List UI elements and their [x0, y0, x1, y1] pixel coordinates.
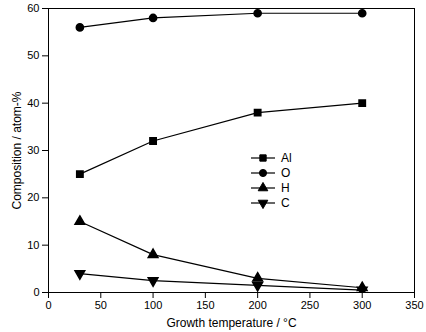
html-text:H: H	[281, 180, 290, 195]
svg-text:300: 300	[353, 299, 371, 311]
svg-text:Composition / atom-%: Composition / atom-%	[10, 91, 24, 209]
html-text:Al: Al	[281, 150, 292, 165]
svg-text:30: 30	[27, 144, 39, 156]
svg-text:40: 40	[27, 97, 39, 109]
svg-text:50: 50	[27, 49, 39, 61]
svg-text:60: 60	[27, 2, 39, 14]
svg-text:250: 250	[301, 299, 319, 311]
svg-text:10: 10	[27, 239, 39, 251]
svg-text:50: 50	[95, 299, 107, 311]
svg-text:100: 100	[144, 299, 162, 311]
svg-text:200: 200	[248, 299, 266, 311]
html-text:O: O	[281, 165, 291, 180]
svg-text:20: 20	[27, 191, 39, 203]
svg-text:0: 0	[33, 286, 39, 298]
svg-text:0: 0	[45, 299, 51, 311]
html-text:C: C	[281, 195, 290, 210]
svg-text:350: 350	[405, 299, 423, 311]
svg-text:150: 150	[196, 299, 214, 311]
svg-text:Growth temperature / °C: Growth temperature / °C	[166, 316, 297, 330]
